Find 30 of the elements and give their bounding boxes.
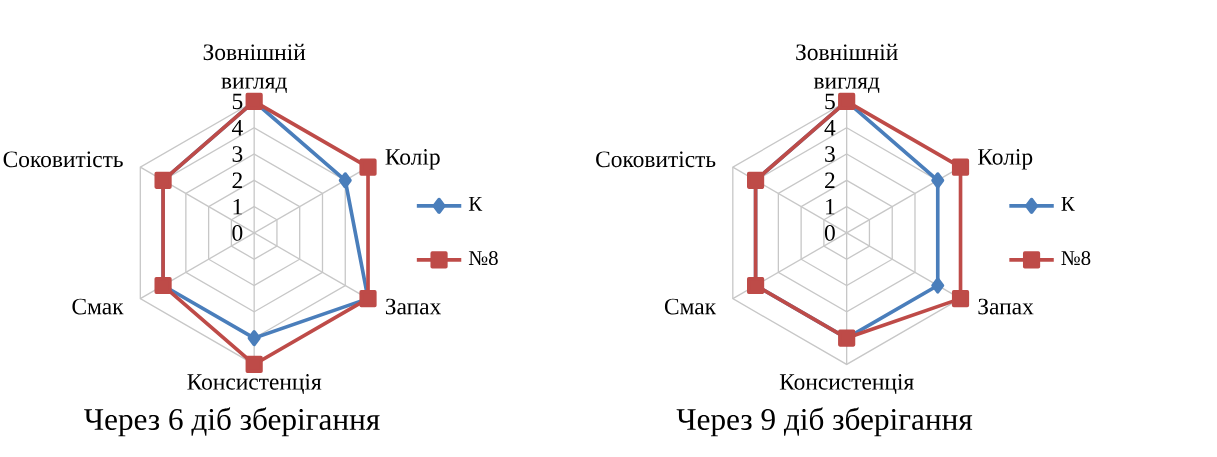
- y-tick-label: 3: [825, 146, 835, 163]
- y-tick-label: 2: [232, 172, 242, 189]
- spoke-label: Зовнішній вигляд: [203, 44, 306, 94]
- spoke-label: Консистенція: [779, 374, 914, 395]
- y-tick-label: 1: [233, 199, 242, 215]
- legend-label: №8: [468, 251, 498, 266]
- y-tick-label: 4: [231, 120, 243, 136]
- y-tick-label: 3: [232, 146, 243, 163]
- spoke-label: Колір: [385, 149, 440, 170]
- y-tick-label: 2: [825, 172, 835, 189]
- y-tick-label: 4: [824, 120, 836, 136]
- spoke-label: Консистенція: [187, 374, 322, 395]
- spoke-label: Смак: [664, 298, 717, 315]
- spoke-label: Запах: [978, 298, 1034, 315]
- spoke-label: Зовнішній вигляд: [796, 44, 898, 94]
- y-tick-label: 5: [232, 93, 243, 110]
- spoke-label: Соковитість: [3, 151, 123, 168]
- spoke-label: Колір: [978, 149, 1033, 170]
- legend-label: К: [468, 197, 483, 211]
- text: Через 9 діб зберігання: [676, 407, 973, 437]
- spoke-label: Запах: [385, 298, 442, 315]
- spoke-label: Смак: [72, 298, 124, 315]
- legend-label: К: [1061, 197, 1075, 211]
- spoke-label: Соковитість: [596, 151, 716, 168]
- text: Через 6 діб зберігання: [84, 407, 380, 437]
- y-tick-label: 1: [826, 199, 835, 215]
- y-tick-label: 0: [824, 225, 835, 242]
- legend-label: №8: [1061, 251, 1091, 266]
- y-tick-label: 0: [232, 225, 243, 242]
- y-tick-label: 5: [825, 93, 835, 110]
